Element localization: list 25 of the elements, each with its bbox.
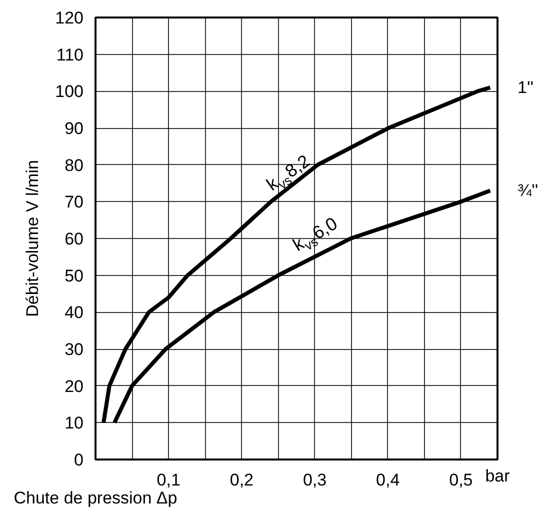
y-tick-label: 20 — [64, 376, 84, 396]
y-tick-label: 90 — [64, 119, 84, 138]
y-tick-label: 10 — [64, 414, 84, 433]
y-tick-label: 110 — [56, 45, 84, 64]
y-tick-label: 40 — [64, 303, 84, 322]
series-label: 1'' — [518, 78, 534, 97]
text: bar — [485, 466, 510, 486]
y-tick-label: 60 — [64, 230, 84, 248]
y-tick-label: 80 — [64, 156, 84, 175]
x-tick-label: 0,3 — [302, 470, 327, 490]
y-axis-title: Débit-volume V l/min — [23, 160, 42, 317]
annotation: kvs 8,2 — [262, 150, 314, 195]
y-tick-label: 50 — [64, 266, 84, 286]
x-tick-label: 0,4 — [376, 470, 400, 490]
x-tick-label: 0,2 — [230, 470, 254, 490]
series-label: ¾'' — [518, 181, 538, 200]
y-tick-label: 100 — [55, 82, 84, 102]
x-tick-label: 0,1 — [156, 470, 180, 490]
y-tick-label: 0 — [74, 450, 84, 470]
y-tick-label: 120 — [55, 8, 84, 28]
x-tick-label: 0,5 — [449, 470, 473, 490]
annotation: kvs 6,0 — [289, 213, 341, 256]
y-tick-label: 30 — [64, 340, 84, 359]
x-axis-title: Chute de pression Δp — [14, 488, 178, 508]
y-tick-label: 70 — [64, 192, 84, 212]
